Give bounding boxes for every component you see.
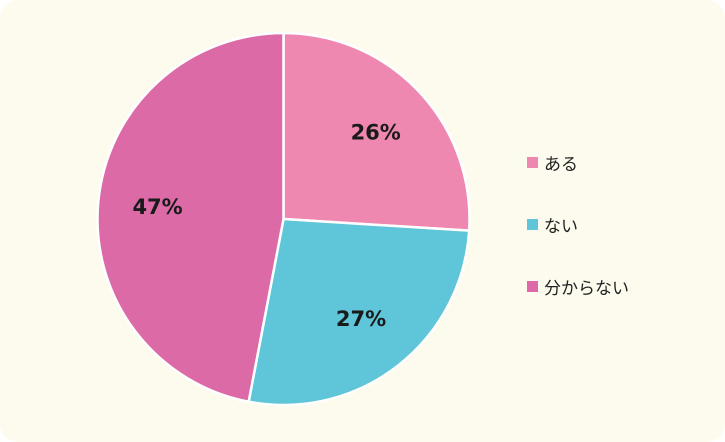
pie-slice-nai bbox=[247, 217, 471, 407]
legend-label-wakaranai: 分からない bbox=[544, 278, 629, 299]
legend-item-aru: ある bbox=[527, 150, 578, 175]
data-label-nai: 27% bbox=[336, 307, 386, 331]
legend-swatch-nai bbox=[527, 218, 538, 230]
pie-slice-wakaranai bbox=[96, 31, 285, 403]
pie-slice-aru bbox=[282, 31, 471, 232]
data-label-wakaranai: 47% bbox=[132, 195, 182, 219]
data-label-aru: 26% bbox=[351, 120, 401, 144]
pie-slices bbox=[96, 31, 471, 407]
pie-data-labels: 26% 27% 47% bbox=[132, 120, 400, 331]
legend-swatch-aru bbox=[527, 156, 538, 168]
legend-label-aru: ある bbox=[544, 154, 578, 175]
legend-label-nai: ない bbox=[544, 216, 578, 237]
legend-item-wakaranai: 分からない bbox=[527, 274, 629, 299]
legend-swatch-wakaranai bbox=[527, 280, 538, 292]
legend-item-nai: ない bbox=[527, 212, 578, 237]
